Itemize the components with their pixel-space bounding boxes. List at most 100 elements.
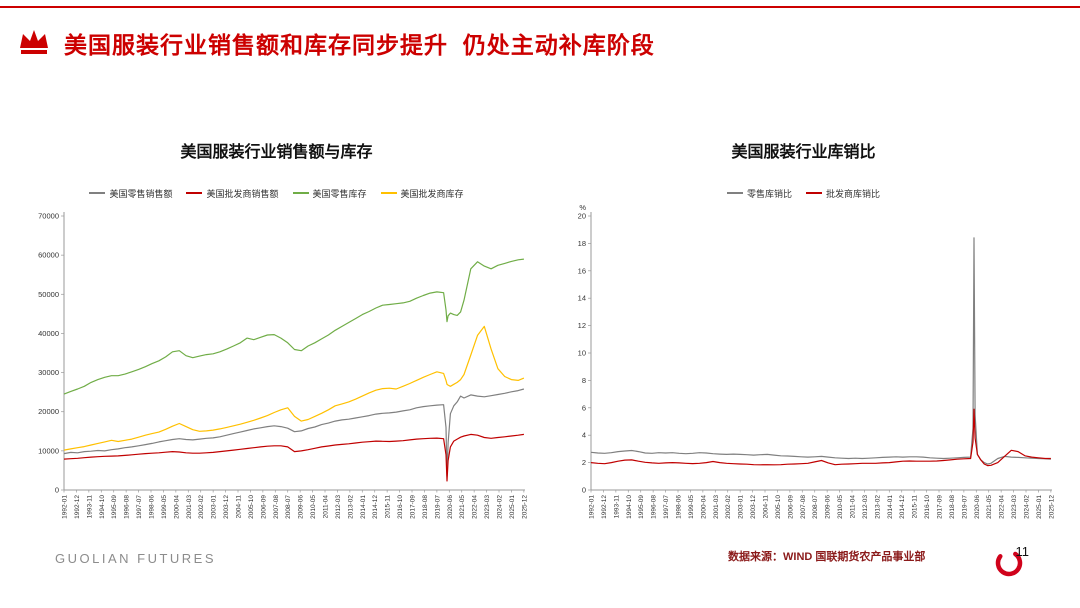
- svg-text:2005-10: 2005-10: [248, 495, 255, 519]
- svg-text:2016-10: 2016-10: [397, 495, 404, 519]
- legend-swatch: [726, 192, 743, 194]
- chart-legend-sales-inventory: 美国零售销售额 美国批发商销售额 美国零售库存 美国批发商库存: [20, 186, 533, 200]
- svg-text:%: %: [579, 203, 586, 212]
- svg-text:2011-04: 2011-04: [850, 495, 857, 519]
- svg-text:2016-10: 2016-10: [924, 495, 931, 519]
- svg-text:1998-06: 1998-06: [149, 495, 156, 519]
- svg-text:2002-02: 2002-02: [198, 495, 205, 519]
- page-title: 美国服装行业销售额和库存同步提升 仍处主动补库阶段: [64, 32, 655, 58]
- svg-text:1993-11: 1993-11: [86, 495, 93, 519]
- series-line: [63, 325, 525, 451]
- legend-label: 美国零售库存: [312, 188, 367, 199]
- svg-text:1999-05: 1999-05: [688, 495, 695, 519]
- svg-text:1992-12: 1992-12: [601, 495, 608, 519]
- svg-text:10000: 10000: [38, 446, 59, 455]
- svg-text:2008-07: 2008-07: [285, 495, 292, 519]
- svg-text:2001-03: 2001-03: [713, 495, 720, 519]
- svg-text:2014-01: 2014-01: [887, 495, 894, 519]
- svg-text:18: 18: [578, 239, 586, 248]
- svg-text:2004-11: 2004-11: [236, 495, 243, 519]
- legend-item: 美国零售库存: [292, 187, 367, 200]
- svg-text:20000: 20000: [38, 407, 59, 416]
- svg-text:1995-09: 1995-09: [111, 495, 118, 519]
- legend-item: 美国零售销售额: [89, 187, 172, 200]
- svg-text:2009-06: 2009-06: [825, 495, 832, 519]
- svg-text:50000: 50000: [38, 290, 59, 299]
- svg-text:2012-03: 2012-03: [335, 495, 342, 519]
- chart-legend-ratio: 零售库销比 批发商库销比: [547, 186, 1060, 200]
- svg-text:2013-02: 2013-02: [874, 495, 881, 519]
- ratio-chart-canvas: 0 2 4 6 8 10 12 14 16 18 20% 1992-01 1992-12 1993-11 1…: [578, 203, 1056, 519]
- svg-text:1996-08: 1996-08: [651, 495, 658, 519]
- chart-title-sales-inventory: 美国服装行业销售额与库存: [180, 144, 373, 161]
- svg-text:2000-04: 2000-04: [700, 495, 707, 519]
- legend-swatch: [89, 192, 106, 194]
- svg-text:1998-06: 1998-06: [676, 495, 683, 519]
- svg-text:2003-12: 2003-12: [223, 495, 230, 519]
- legend-swatch: [186, 192, 203, 194]
- data-source-text: 数据来源：WIND 国联期货农产品事业部: [728, 551, 926, 563]
- svg-text:2006-09: 2006-09: [260, 495, 267, 519]
- svg-text:2008-07: 2008-07: [812, 495, 819, 519]
- svg-text:2020-06: 2020-06: [447, 495, 454, 519]
- svg-text:2024-02: 2024-02: [497, 495, 504, 519]
- svg-text:2025-01: 2025-01: [1036, 495, 1043, 519]
- red-arc-logo-icon: [995, 549, 1023, 577]
- svg-text:2022-04: 2022-04: [472, 495, 479, 519]
- svg-text:1997-07: 1997-07: [663, 495, 670, 519]
- svg-text:1992-12: 1992-12: [74, 495, 81, 519]
- svg-text:0: 0: [582, 486, 586, 495]
- svg-text:1997-07: 1997-07: [136, 495, 143, 519]
- svg-text:12: 12: [578, 321, 586, 330]
- legend-label: 零售库销比: [746, 188, 792, 199]
- svg-text:2017-09: 2017-09: [410, 495, 417, 519]
- svg-text:16: 16: [578, 266, 586, 275]
- series-line: [63, 388, 525, 477]
- legend-label: 美国零售销售额: [109, 188, 173, 199]
- svg-text:6: 6: [582, 403, 586, 412]
- series-line: [590, 408, 1051, 467]
- svg-text:1999-05: 1999-05: [161, 495, 168, 519]
- svg-text:1994-10: 1994-10: [99, 495, 106, 519]
- svg-text:2006-09: 2006-09: [787, 495, 794, 519]
- svg-text:2000-04: 2000-04: [173, 495, 180, 519]
- svg-text:40000: 40000: [38, 329, 59, 338]
- svg-text:70000: 70000: [38, 212, 59, 221]
- top-divider-rule: [0, 6, 1080, 8]
- svg-text:2011-04: 2011-04: [323, 495, 330, 519]
- legend-label: 批发商库销比: [826, 188, 881, 199]
- svg-text:10: 10: [578, 349, 586, 358]
- svg-text:2018-08: 2018-08: [949, 495, 956, 519]
- series-line: [63, 433, 524, 482]
- svg-text:2021-05: 2021-05: [459, 495, 466, 519]
- legend-item: 批发商库销比: [806, 187, 880, 200]
- svg-text:2004-11: 2004-11: [763, 495, 770, 519]
- svg-text:2014-12: 2014-12: [372, 495, 379, 519]
- legend-item: 美国批发商库存: [380, 187, 464, 200]
- svg-text:4: 4: [582, 431, 586, 440]
- svg-text:2015-11: 2015-11: [385, 495, 392, 519]
- svg-text:2015-11: 2015-11: [912, 495, 919, 519]
- chart-section-ratio: 美国服装行业库销比 零售库销比 批发商库销比 0 2 4 6 8 10 12 14 16 18 20%…: [547, 138, 1060, 540]
- svg-text:2023-03: 2023-03: [484, 495, 491, 519]
- charts-row: 美国服装行业销售额与库存 美国零售销售额 美国批发商销售额 美国零售库存 美国批发商库…: [20, 138, 1060, 540]
- svg-text:1994-10: 1994-10: [626, 495, 633, 519]
- chart-title-ratio: 美国服装行业库销比: [731, 144, 876, 161]
- svg-text:2021-05: 2021-05: [986, 495, 993, 519]
- series-line: [590, 237, 1051, 465]
- page-number: 11: [1015, 544, 1030, 559]
- svg-text:2003-01: 2003-01: [738, 495, 745, 519]
- slide-header: 美国服装行业销售额和库存同步提升 仍处主动补库阶段: [16, 26, 655, 60]
- legend-item: 美国批发商销售额: [186, 187, 279, 200]
- legend-item: 零售库销比: [726, 187, 792, 200]
- chart-section-sales-inventory: 美国服装行业销售额与库存 美国零售销售额 美国批发商销售额 美国零售库存 美国批发商库…: [20, 138, 533, 540]
- svg-text:2025-01: 2025-01: [509, 495, 516, 519]
- svg-text:14: 14: [578, 294, 586, 303]
- svg-text:2019-07: 2019-07: [961, 495, 968, 519]
- sales-inventory-chart-canvas: 0 10000 20000 30000 40000 50000 60000 70000 1992…: [38, 212, 528, 519]
- svg-text:2013-02: 2013-02: [347, 495, 354, 519]
- svg-text:2007-08: 2007-08: [800, 495, 807, 519]
- svg-text:2018-08: 2018-08: [422, 495, 429, 519]
- svg-text:2005-10: 2005-10: [775, 495, 782, 519]
